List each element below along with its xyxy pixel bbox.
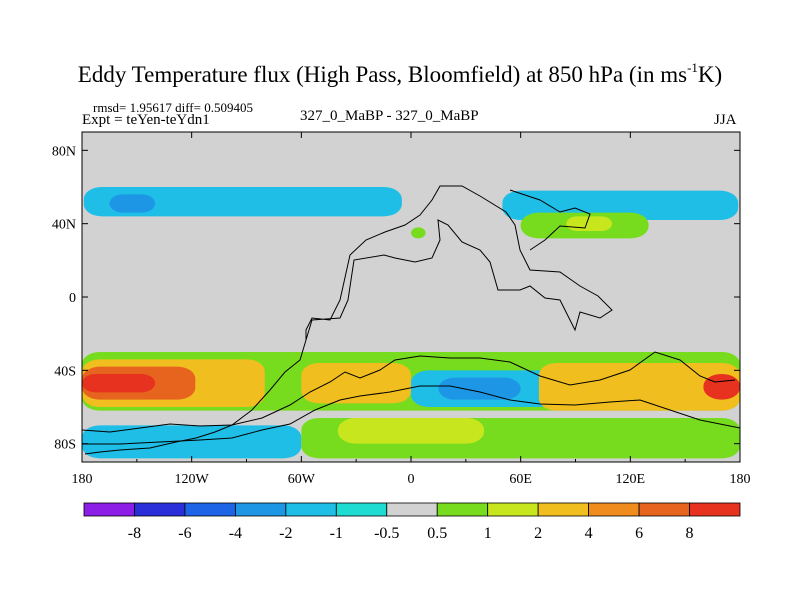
x-tick-label: 120W	[175, 472, 210, 487]
experiment-label: Expt = teYen-teYdn1	[82, 112, 210, 128]
y-tick-label: 40N	[52, 218, 76, 233]
region-north-pacific-negative	[83, 187, 402, 217]
colorbar-box	[134, 502, 186, 517]
y-tick-label: 40S	[54, 364, 76, 379]
colorbar-box	[588, 502, 640, 517]
x-tick-label: 180	[72, 472, 93, 487]
region-south-pacific-core	[82, 374, 156, 393]
plot-background	[82, 132, 740, 462]
colorbar-box	[487, 502, 539, 517]
colorbar-box	[436, 502, 489, 517]
region-australia-orange	[538, 363, 740, 411]
colorbar-box	[285, 502, 337, 517]
region-tasman-core	[703, 374, 740, 400]
colorbar-label: -0.5	[374, 525, 399, 542]
region-antarctic-negative	[82, 425, 302, 459]
colorbar-box	[335, 502, 388, 517]
y-tick-label: 0	[69, 291, 76, 306]
colorbar: -8 -6 -4 -2 -1 -0.5 0.5 1 2 4 6 8	[83, 502, 741, 542]
region-north-atlantic-spot	[242, 196, 258, 211]
colorbar-label: 1	[484, 525, 492, 542]
colorbar-label: 2	[534, 525, 542, 542]
stats-label: rmsd= 1.95617 diff= 0.509405	[93, 100, 253, 115]
region-north-pacific-core	[109, 194, 156, 213]
colorbar-box	[386, 502, 438, 517]
asia-outline	[509, 189, 591, 251]
colorbar-label: -2	[279, 525, 292, 542]
region-south-indian-core	[438, 377, 521, 400]
colorbar-box	[537, 502, 590, 517]
antarctica-outline	[82, 385, 740, 445]
south-america-outline	[84, 339, 307, 455]
antarctic-coast-outline	[82, 351, 736, 433]
colorbar-box	[638, 502, 690, 517]
colorbar-box	[234, 502, 287, 517]
y-tick-label: 80N	[52, 144, 76, 159]
continent-outlines	[82, 185, 740, 455]
x-tick-label: 0	[408, 472, 415, 487]
chart-title: Eddy Temperature flux (High Pass, Bloomf…	[0, 60, 800, 88]
y-tick-label: 80S	[54, 438, 76, 453]
colorbar-label: 4	[585, 525, 593, 542]
colorbar-label: -1	[330, 525, 343, 542]
colorbar-box	[689, 502, 741, 517]
x-tick-label: 60E	[509, 472, 532, 487]
x-tick-label: 180	[730, 472, 751, 487]
title-main: Eddy Temperature flux (High Pass, Bloomf…	[77, 62, 688, 87]
africa-outline	[305, 185, 613, 341]
colorbar-label: 0.5	[427, 525, 447, 542]
colorbar-label: -4	[229, 525, 242, 542]
colorbar-box	[83, 502, 135, 517]
colorbar-label: 6	[635, 525, 643, 542]
colorbar-label: -8	[128, 525, 141, 542]
x-axis: 180 120W 60W 0 60E 120E 180	[72, 132, 751, 487]
x-tick-label: 120E	[616, 472, 646, 487]
comparison-label: 327_0_MaBP - 327_0_MaBP	[300, 108, 479, 124]
title-superscript: -1	[687, 60, 698, 75]
region-antarctic-yellow	[337, 418, 485, 444]
colorbar-label: -6	[178, 525, 191, 542]
region-south-atlantic-orange	[301, 363, 411, 404]
region-europe-positive-spot	[411, 227, 426, 239]
colorbar-label: 8	[686, 525, 694, 542]
y-axis: 80N 40N 0 40S 80S	[52, 144, 740, 453]
season-label: JJA	[714, 112, 737, 128]
title-end: K)	[697, 62, 723, 87]
x-tick-label: 60W	[288, 472, 316, 487]
region-central-asia-core	[566, 216, 613, 231]
colorbar-box	[184, 502, 236, 517]
